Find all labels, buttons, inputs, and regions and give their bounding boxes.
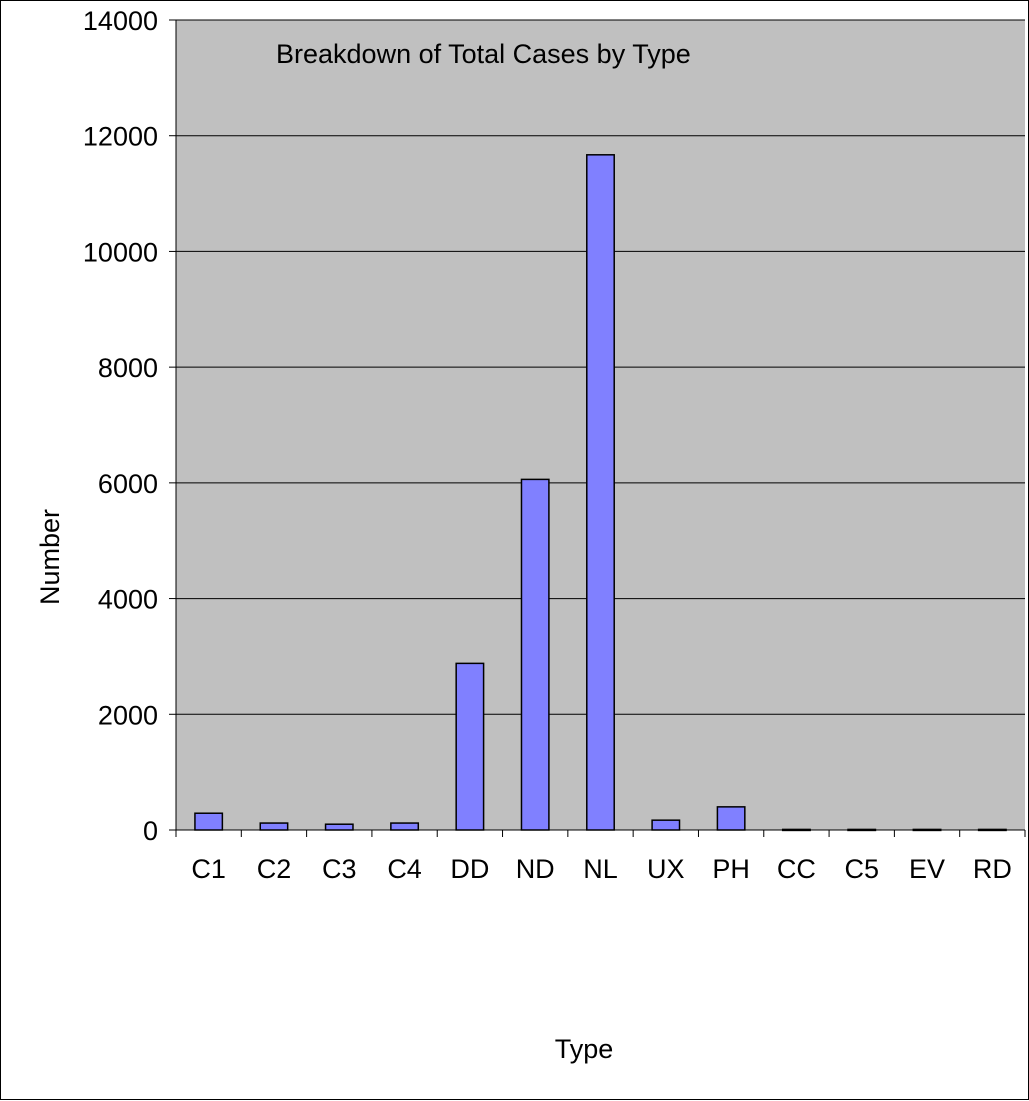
bar-nl — [586, 154, 615, 831]
x-tick-label: RD — [973, 854, 1012, 884]
y-tick-label: 14000 — [83, 6, 158, 36]
x-axis-ticks: C1 C2 C3 C4 DD ND NL UX PH CC C5 EV RD — [191, 830, 1026, 884]
y-tick-label: 12000 — [83, 122, 158, 152]
x-tick-label: C3 — [322, 854, 357, 884]
y-axis-title: Number — [35, 509, 65, 605]
y-axis-ticks: 0 2000 4000 6000 8000 10000 12000 14000 — [83, 6, 176, 846]
bars — [194, 154, 1007, 832]
bar-c1 — [194, 812, 224, 831]
x-tick-label: C2 — [257, 854, 292, 884]
bar-ux — [651, 819, 681, 831]
x-tick-label: CC — [777, 854, 816, 884]
x-tick-label: C5 — [844, 854, 879, 884]
x-tick-label: EV — [909, 854, 945, 884]
x-tick-label: PH — [712, 854, 750, 884]
x-tick-label: C1 — [191, 854, 226, 884]
y-tick-label: 2000 — [98, 700, 158, 730]
y-tick-label: 4000 — [98, 585, 158, 615]
bar-nd — [520, 478, 550, 831]
bar-c2 — [259, 822, 289, 831]
chart-title: Breakdown of Total Cases by Type — [276, 39, 691, 69]
y-tick-label: 6000 — [98, 469, 158, 499]
x-tick-label: UX — [647, 854, 685, 884]
bar-ph — [716, 806, 746, 831]
x-tick-label: ND — [516, 854, 555, 884]
x-tick-label: DD — [450, 854, 489, 884]
y-tick-label: 0 — [143, 816, 158, 846]
x-tick-label: C4 — [387, 854, 422, 884]
bar-dd — [455, 662, 485, 831]
bar-c3 — [324, 823, 354, 831]
bar-c4 — [390, 822, 420, 831]
axes — [175, 20, 1025, 837]
y-tick-label: 8000 — [98, 353, 158, 383]
x-axis-title: Type — [555, 1034, 614, 1064]
y-tick-label: 10000 — [83, 237, 158, 267]
x-tick-label: NL — [583, 854, 618, 884]
